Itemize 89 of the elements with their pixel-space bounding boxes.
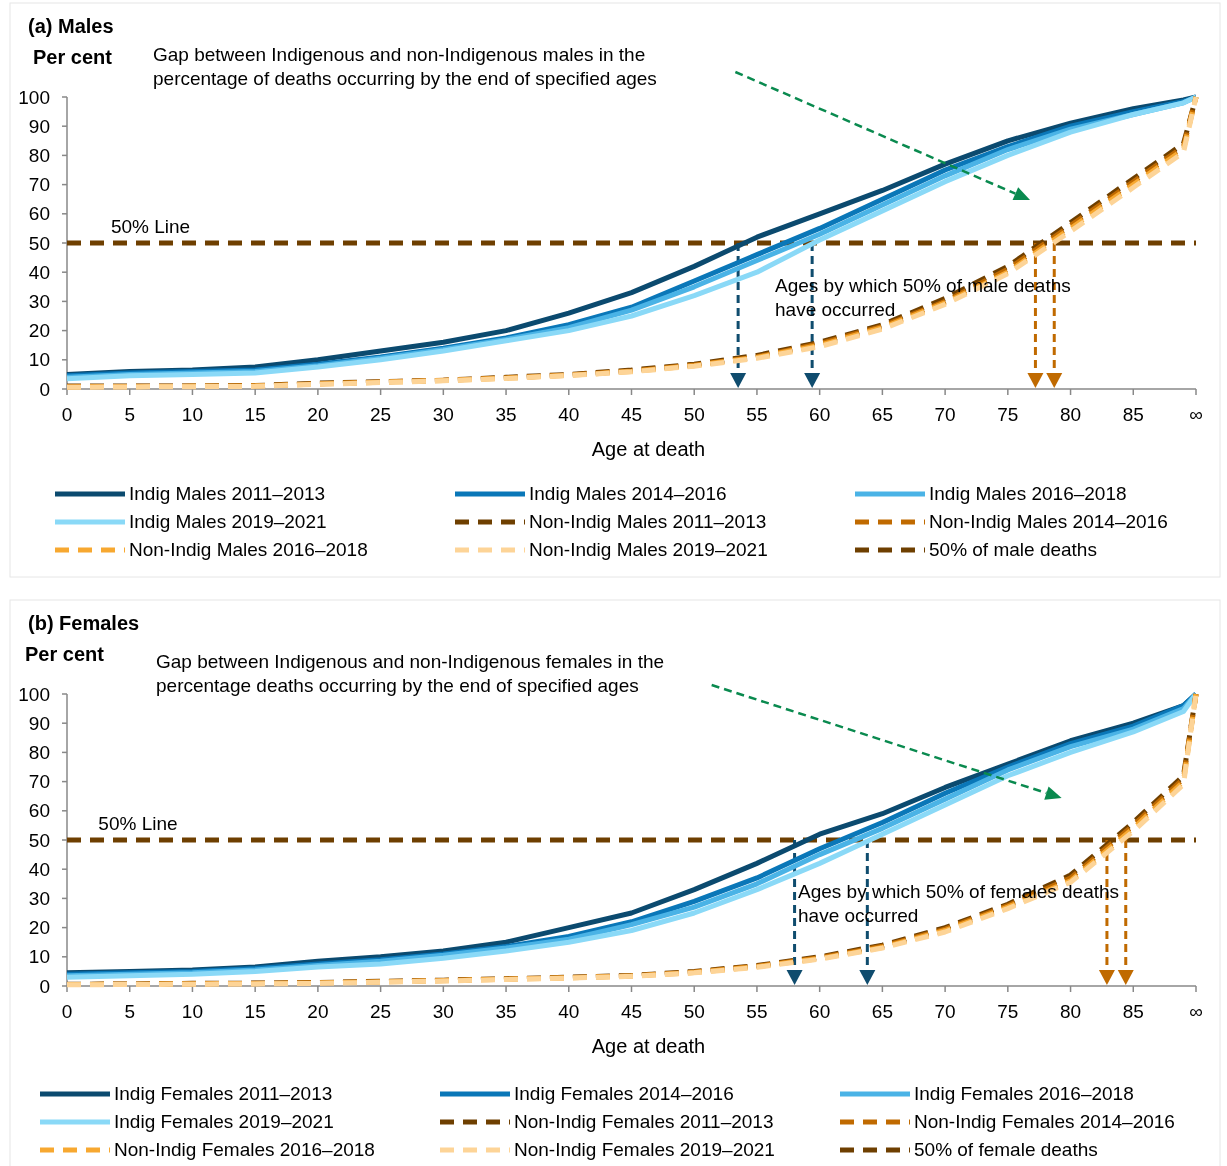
x-tick-label: 65	[871, 1001, 893, 1022]
legend-label: Indig Females 2014–2016	[514, 1083, 734, 1104]
y-tick-label: 100	[18, 683, 50, 705]
y-axis-title: Per cent	[25, 643, 105, 665]
legend-label: Non-Indig Females 2016–2018	[114, 1139, 375, 1160]
annotation: Ages by which 50% of male deaths have occurred	[775, 275, 1071, 320]
legend-label: Indig Females 2011–2013	[114, 1083, 333, 1104]
x-tick-label: 60	[809, 404, 831, 425]
x-tick-label: 10	[181, 1001, 204, 1022]
y-tick-label: 20	[28, 320, 50, 342]
legend-label: Indig Females 2016–2018	[914, 1083, 1134, 1104]
y-tick-label: 0	[39, 975, 50, 997]
x-tick-label: 70	[934, 1001, 956, 1022]
x-tick-label: 0	[61, 1001, 73, 1022]
chart-title: (b) Females	[28, 612, 140, 634]
chart-title: (a) Males	[28, 15, 114, 37]
x-tick-label: 5	[124, 404, 136, 425]
x-tick-label: 85	[1122, 404, 1144, 425]
x-tick-label: 20	[307, 404, 329, 425]
legend-label: Non-Indig Males 2011–2013	[529, 511, 767, 532]
legend-label: Non-Indig Females 2019–2021	[514, 1139, 775, 1160]
x-tick-label: 75	[997, 404, 1019, 425]
annotation: Gap between Indigenous and non-Indigenous females in the percentage deaths occurring by the end of specified ages	[156, 651, 665, 696]
y-tick-label: 50	[28, 232, 50, 254]
x-tick-label: 5	[124, 1001, 136, 1022]
legend-label: Indig Females 2019–2021	[114, 1111, 334, 1132]
x-tick-label: 75	[997, 1001, 1019, 1022]
x-tick-label: 45	[620, 404, 643, 425]
x-tick-label: 45	[620, 1001, 643, 1022]
x-tick-label: 25	[370, 404, 392, 425]
x-tick-label: 55	[746, 404, 768, 425]
y-tick-label: 90	[28, 712, 50, 734]
x-tick-label: 65	[871, 404, 893, 425]
x-tick-label: 20	[307, 1001, 329, 1022]
y-tick-label: 20	[28, 917, 50, 939]
x-tick-label: 40	[558, 1001, 580, 1022]
y-tick-label: 0	[39, 378, 50, 400]
annotation: 50% Line	[98, 813, 178, 834]
y-tick-label: 30	[28, 291, 50, 313]
y-tick-label: 40	[28, 261, 50, 283]
legend-label: 50% of female deaths	[914, 1139, 1098, 1160]
x-tick-label: 80	[1059, 1001, 1082, 1022]
y-tick-label: 70	[28, 771, 50, 793]
x-tick-label: 15	[244, 404, 266, 425]
x-axis-title: Age at death	[591, 438, 706, 460]
legend-label: Non-Indig Males 2016–2018	[129, 539, 368, 560]
legend-label: Indig Males 2014–2016	[529, 483, 727, 504]
x-tick-label: 35	[495, 1001, 517, 1022]
x-tick-label: 10	[181, 404, 204, 425]
x-tick-label: 70	[934, 404, 956, 425]
x-tick-label: 50	[683, 1001, 705, 1022]
x-tick-label: 30	[432, 404, 454, 425]
x-tick-label: ∞	[1189, 1001, 1203, 1022]
x-axis-title: Age at death	[591, 1035, 706, 1057]
y-tick-label: 10	[28, 946, 50, 968]
legend-label: Indig Males 2016–2018	[929, 483, 1127, 504]
legend-label: Indig Males 2011–2013	[129, 483, 326, 504]
y-tick-label: 100	[18, 86, 50, 108]
y-tick-label: 90	[28, 115, 50, 137]
x-tick-label: 25	[370, 1001, 392, 1022]
y-tick-label: 40	[28, 858, 50, 880]
x-tick-label: ∞	[1189, 404, 1203, 425]
legend-label: 50% of male deaths	[929, 539, 1097, 560]
y-tick-label: 60	[28, 800, 50, 822]
x-tick-label: 50	[683, 404, 705, 425]
x-tick-label: 15	[244, 1001, 266, 1022]
x-tick-label: 35	[495, 404, 517, 425]
legend-label: Non-Indig Males 2014–2016	[929, 511, 1168, 532]
legend-label: Indig Males 2019–2021	[129, 511, 327, 532]
annotation: 50% Line	[110, 216, 191, 237]
x-tick-label: 30	[432, 1001, 454, 1022]
y-tick-label: 80	[28, 742, 50, 764]
x-tick-label: 0	[61, 404, 73, 425]
y-axis-title: Per cent	[33, 46, 113, 68]
legend-label: Non-Indig Males 2019–2021	[529, 539, 768, 560]
y-tick-label: 10	[28, 349, 50, 371]
x-tick-label: 60	[809, 1001, 831, 1022]
text: Gap between Indigenous and non-Indigenous males in the percentage of deaths occurring by the end of specified ages	[153, 44, 657, 89]
x-tick-label: 80	[1059, 404, 1082, 425]
x-tick-label: 85	[1122, 1001, 1144, 1022]
legend-label: Non-Indig Females 2011–2013	[514, 1111, 774, 1132]
y-tick-label: 70	[28, 174, 50, 196]
y-tick-label: 80	[28, 145, 50, 167]
legend-label: Non-Indig Females 2014–2016	[914, 1111, 1175, 1132]
y-tick-label: 60	[28, 203, 50, 225]
x-tick-label: 40	[558, 404, 580, 425]
y-tick-label: 30	[28, 888, 50, 910]
x-tick-label: 55	[746, 1001, 768, 1022]
y-tick-label: 50	[28, 829, 50, 851]
